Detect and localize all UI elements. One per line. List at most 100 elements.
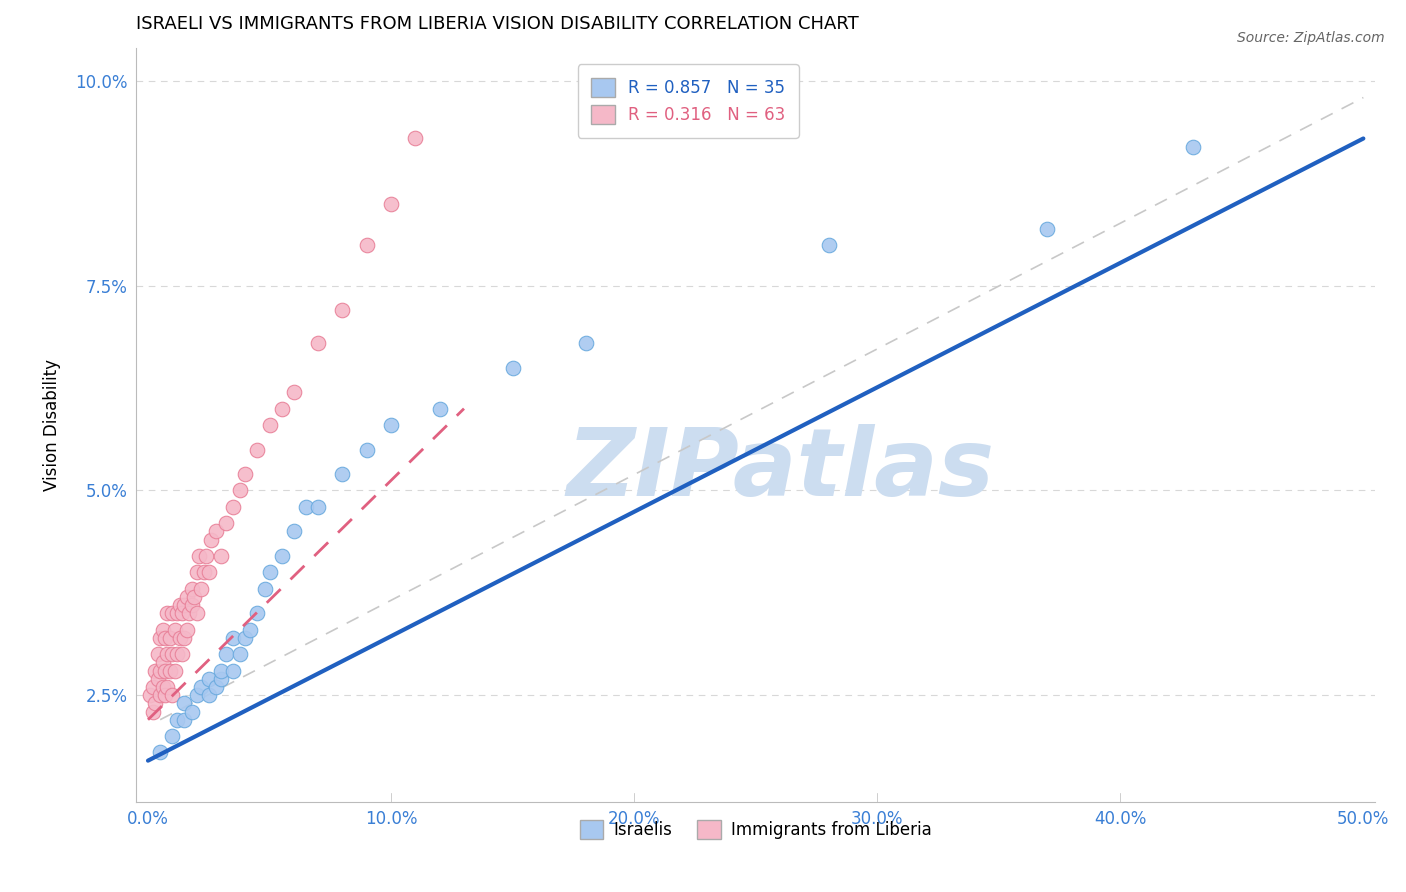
Point [197,688,219,702]
Point [239,623,262,637]
Point [162,688,184,702]
Point [156,607,179,621]
Point [159,664,181,678]
Point [229,647,252,661]
Point [233,467,256,482]
Point [222,500,245,514]
Text: ISRAELI VS IMMIGRANTS FROM LIBERIA VISION DISABILITY CORRELATION CHART: ISRAELI VS IMMIGRANTS FROM LIBERIA VISIO… [136,15,859,33]
Point [193,566,215,580]
Point [166,713,188,727]
Point [253,582,276,596]
Point [159,631,181,645]
Point [166,607,188,621]
Point [180,582,202,596]
Point [229,483,252,498]
Point [139,688,162,702]
Point [200,533,222,547]
Point [170,647,193,661]
Point [149,664,172,678]
Point [283,524,305,539]
Point [162,647,184,661]
Point [146,672,169,686]
Point [149,746,172,760]
Point [169,598,191,612]
Point [209,549,232,563]
Point [574,336,596,351]
Point [429,401,451,416]
Point [209,672,232,686]
Point [156,680,179,694]
Point [332,303,354,318]
Point [209,664,232,678]
Point [142,705,165,719]
Point [270,549,292,563]
Point [307,336,329,351]
Point [156,647,179,661]
Point [259,566,281,580]
Point [195,549,218,563]
Point [197,566,219,580]
Point [188,549,211,563]
Point [153,664,176,678]
Point [153,688,176,702]
Point [190,582,212,596]
Point [186,688,208,702]
Point [356,238,378,252]
Point [1036,221,1059,235]
Point [307,500,329,514]
Point [246,607,269,621]
Point [215,647,238,661]
Point [1182,139,1205,153]
Legend: Israelis, Immigrants from Liberia: Israelis, Immigrants from Liberia [574,814,938,846]
Point [162,607,184,621]
Point [186,566,208,580]
Point [176,590,198,604]
Point [356,442,378,457]
Point [173,631,195,645]
Point [332,467,354,482]
Point [166,647,188,661]
Point [186,607,208,621]
Point [233,631,256,645]
Point [173,713,195,727]
Point [173,598,195,612]
Point [162,729,184,743]
Point [502,360,524,375]
Point [205,680,228,694]
Point [142,680,165,694]
Point [215,516,238,531]
Point [295,500,318,514]
Point [149,688,172,702]
Point [143,664,166,678]
Point [222,664,245,678]
Point [270,401,292,416]
Point [176,623,198,637]
Text: Source: ZipAtlas.com: Source: ZipAtlas.com [1237,31,1385,45]
Point [152,680,174,694]
Point [149,631,172,645]
Point [169,631,191,645]
Point [163,623,186,637]
Y-axis label: Vision Disability: Vision Disability [44,359,60,491]
Text: ZIPatlas: ZIPatlas [567,425,994,516]
Point [205,524,228,539]
Point [246,442,269,457]
Point [143,696,166,710]
Point [190,680,212,694]
Point [817,238,839,252]
Point [152,623,174,637]
Point [173,696,195,710]
Point [180,705,202,719]
Point [163,664,186,678]
Point [152,656,174,670]
Point [180,598,202,612]
Point [259,417,281,432]
Point [222,631,245,645]
Point [197,672,219,686]
Point [380,417,402,432]
Point [183,590,205,604]
Point [404,131,426,145]
Point [146,647,169,661]
Point [153,631,176,645]
Point [380,197,402,211]
